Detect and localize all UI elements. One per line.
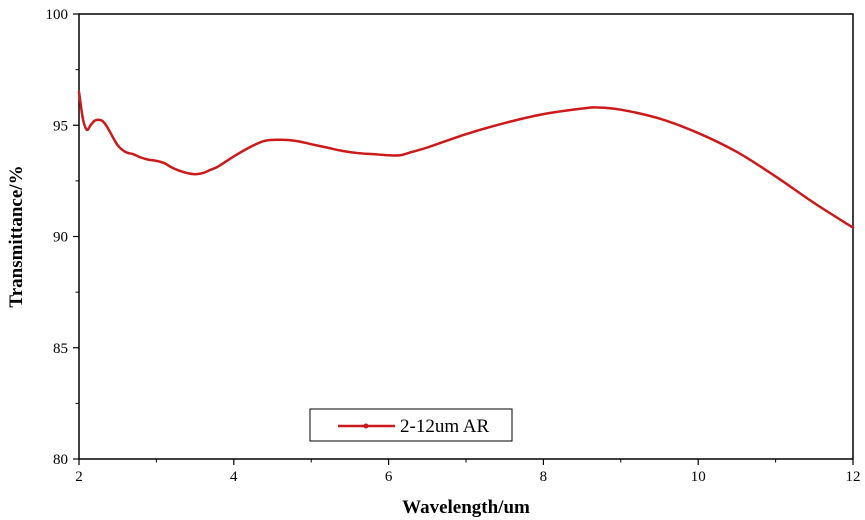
x-tick-label: 8	[540, 469, 548, 485]
x-axis-ticks: 2 4 6 8 10 12	[75, 459, 861, 485]
legend-label: 2-12um AR	[400, 416, 490, 437]
y-tick-label: 100	[46, 7, 69, 23]
x-axis-label: Wavelength/um	[402, 497, 530, 518]
series-line-2-12um-ar	[77, 90, 855, 229]
x-tick-label: 6	[385, 469, 393, 485]
legend-marker	[363, 423, 369, 429]
y-tick-label: 85	[53, 341, 68, 357]
y-axis-label: Transmittance/%	[6, 165, 27, 307]
plot-frame	[78, 13, 854, 460]
x-tick-label: 2	[75, 469, 83, 485]
y-tick-label: 95	[53, 118, 68, 134]
y-tick-label: 80	[53, 452, 68, 468]
x-tick-label: 10	[691, 469, 706, 485]
y-axis-ticks: 80 85 90 95 100	[46, 7, 79, 468]
legend: 2-12um AR	[309, 408, 513, 442]
x-tick-label: 12	[846, 469, 861, 485]
y-tick-label: 90	[53, 230, 68, 246]
x-tick-label: 4	[230, 469, 238, 485]
